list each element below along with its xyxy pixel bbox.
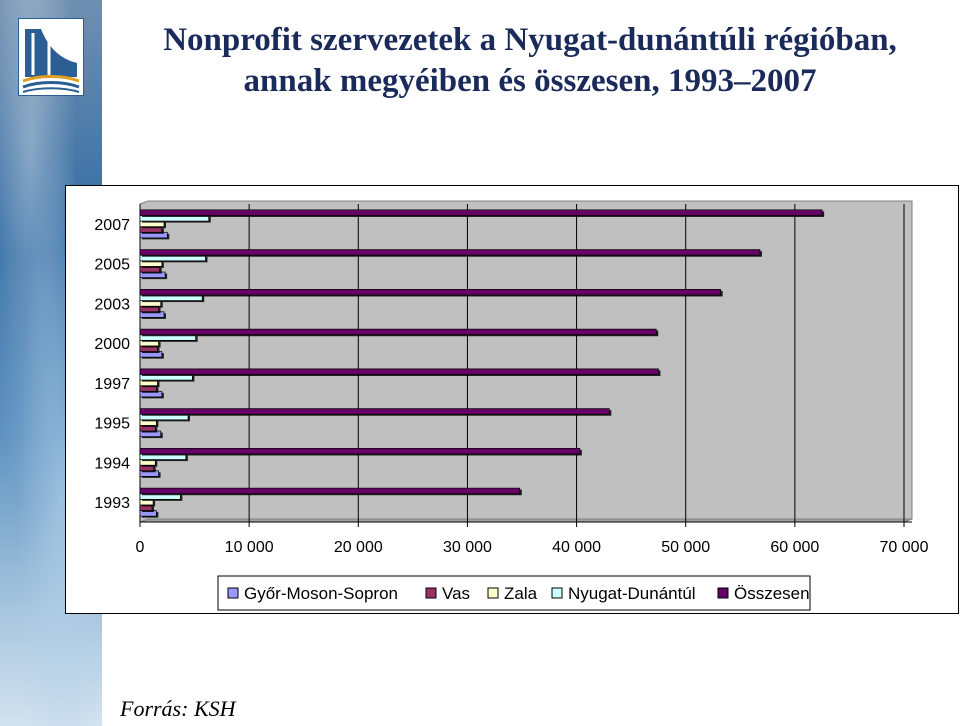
x-tick-label: 60 000 — [770, 539, 819, 556]
bar — [139, 289, 721, 296]
title-line-1: Nonprofit szervezetek a Nyugat-dunántúli… — [163, 22, 897, 58]
page-title: Nonprofit szervezetek a Nyugat-dunántúli… — [110, 20, 950, 102]
logo — [18, 18, 84, 96]
x-tick-label: 10 000 — [225, 539, 274, 556]
plot-area — [139, 200, 913, 523]
bar — [139, 408, 610, 415]
bar — [139, 368, 659, 375]
x-tick-label: 70 000 — [880, 539, 929, 556]
x-tick-label: 40 000 — [552, 539, 601, 556]
bar — [139, 209, 823, 216]
title-line-2: annak megyéiben és összesen, 1993–2007 — [243, 63, 817, 99]
legend-label: Zala — [504, 584, 538, 603]
x-tick-label: 0 — [136, 539, 145, 556]
legend-swatch — [551, 587, 563, 599]
legend-label: Győr-Moson-Sopron — [244, 584, 398, 603]
y-tick-label: 2003 — [94, 296, 130, 313]
bar-chart: 0 10 000 20 000 30 000 40 000 50 000 60 000 70 … — [94, 200, 929, 611]
legend-swatch — [487, 587, 499, 599]
y-tick-label: 2000 — [94, 336, 130, 353]
source-note: Forrás: KSH — [120, 696, 236, 721]
bar — [139, 448, 581, 455]
legend-box — [217, 575, 811, 611]
x-tick-label: 20 000 — [334, 539, 383, 556]
y-tick-label: 2007 — [94, 217, 130, 234]
x-tick-label: 30 000 — [443, 539, 492, 556]
chart-panel: 0 10 000 20 000 30 000 40 000 50 000 60 000 70 … — [65, 185, 959, 614]
logo-icon — [19, 19, 83, 95]
bar — [139, 487, 521, 495]
legend-swatch — [425, 587, 437, 599]
y-tick-label: 1995 — [94, 416, 130, 433]
y-tick-label: 2005 — [94, 257, 130, 274]
y-tick-label: 1994 — [94, 455, 130, 472]
bar — [139, 249, 761, 256]
x-tick-label: 50 000 — [661, 539, 710, 556]
bar — [139, 328, 657, 336]
legend-label: Nyugat-Dunántúl — [568, 584, 696, 603]
legend-label: Összesen — [734, 584, 810, 603]
legend-swatch — [717, 587, 729, 599]
y-tick-label: 1993 — [94, 495, 130, 512]
legend-swatch — [227, 587, 239, 599]
y-tick-label: 1997 — [94, 376, 130, 393]
legend-label: Vas — [442, 584, 470, 603]
